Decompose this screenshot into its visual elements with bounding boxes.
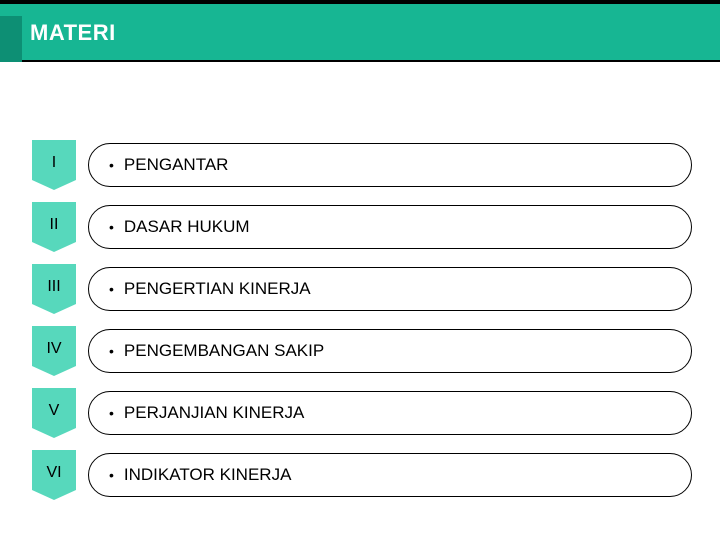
item-label: PENGERTIAN KINERJA [124,279,311,299]
list-item: V • PERJANJIAN KINERJA [32,388,692,438]
list-item: III • PENGERTIAN KINERJA [32,264,692,314]
chevron-badge-icon: III [32,264,76,314]
list-item: VI • INDIKATOR KINERJA [32,450,692,500]
item-numeral: I [32,154,76,172]
bullet-icon: • [109,220,114,234]
item-label: DASAR HUKUM [124,217,250,237]
item-numeral: II [32,216,76,234]
item-label: INDIKATOR KINERJA [124,465,292,485]
materi-list: I • PENGANTAR II • DASAR HUKUM III • PEN… [32,140,692,512]
item-pill: • INDIKATOR KINERJA [88,453,692,497]
item-pill: • PENGEMBANGAN SAKIP [88,329,692,373]
chevron-badge-icon: V [32,388,76,438]
item-numeral: V [32,402,76,420]
chevron-badge-icon: IV [32,326,76,376]
chevron-badge-icon: VI [32,450,76,500]
item-label: PENGEMBANGAN SAKIP [124,341,324,361]
bullet-icon: • [109,158,114,172]
list-item: II • DASAR HUKUM [32,202,692,252]
item-pill: • PENGANTAR [88,143,692,187]
bullet-icon: • [109,344,114,358]
chevron-badge-icon: I [32,140,76,190]
item-pill: • PERJANJIAN KINERJA [88,391,692,435]
item-numeral: VI [32,464,76,482]
item-pill: • PENGERTIAN KINERJA [88,267,692,311]
bullet-icon: • [109,282,114,296]
item-numeral: III [32,278,76,296]
item-label: PERJANJIAN KINERJA [124,403,304,423]
item-pill: • DASAR HUKUM [88,205,692,249]
bullet-icon: • [109,468,114,482]
chevron-badge-icon: II [32,202,76,252]
item-numeral: IV [32,340,76,358]
bullet-icon: • [109,406,114,420]
header-bar: MATERI [0,0,720,62]
list-item: I • PENGANTAR [32,140,692,190]
item-label: PENGANTAR [124,155,229,175]
page-title: MATERI [30,20,116,46]
list-item: IV • PENGEMBANGAN SAKIP [32,326,692,376]
header-accent [0,16,22,62]
